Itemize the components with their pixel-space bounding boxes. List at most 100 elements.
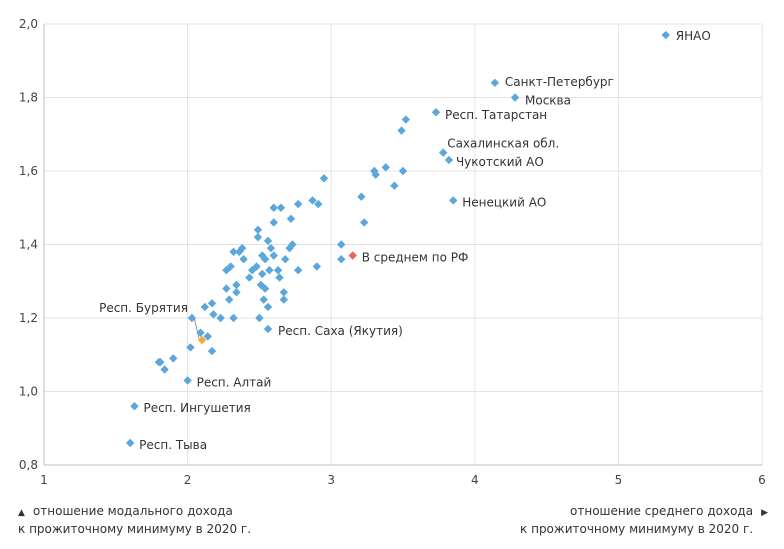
region-point	[235, 247, 244, 257]
region-point	[225, 295, 234, 304]
region-point	[357, 192, 366, 201]
region-point	[444, 155, 454, 165]
region-point	[156, 357, 165, 367]
point-label: Респ. Тыва	[139, 438, 207, 452]
x-tick-label: 2	[184, 473, 192, 487]
y-axis-title: ▲ отношение модального дохода к прожиточн…	[18, 503, 251, 537]
right-arrow-icon: ▶	[761, 508, 768, 518]
region-point	[187, 313, 197, 323]
y-tick-label: 1,0	[19, 385, 38, 399]
region-point	[229, 247, 238, 257]
region-point	[431, 108, 441, 117]
point-label: Респ. Алтай	[197, 375, 272, 389]
region-point	[260, 255, 270, 264]
x-tick-label: 6	[758, 473, 766, 487]
highlight-point	[197, 335, 207, 345]
region-point	[183, 376, 192, 385]
region-point	[207, 346, 217, 356]
region-point	[276, 203, 286, 212]
region-point	[269, 218, 278, 227]
region-point	[169, 354, 178, 363]
region-point	[239, 255, 248, 264]
region-point	[245, 273, 254, 282]
region-point	[286, 214, 296, 223]
region-point	[229, 313, 238, 323]
region-point	[222, 266, 231, 275]
region-point	[253, 232, 263, 242]
point-label: В среднем по РФ	[362, 251, 469, 265]
region-point	[288, 240, 297, 249]
region-point	[263, 236, 273, 246]
y-axis-title-line-2: к прожиточному минимуму в 2020 г.	[18, 522, 252, 536]
x-axis-title-line-1: отношение среднего дохода	[570, 504, 754, 518]
region-point	[196, 328, 205, 337]
point-label: Санкт-Петербург	[505, 75, 614, 89]
data-points	[125, 30, 670, 448]
region-point	[263, 302, 273, 312]
region-point	[258, 269, 267, 279]
tick-labels: 1 2 3 4 5 6 0,8 1,0 1,2 1,4 1,6 1,8 2,0	[19, 17, 766, 487]
region-point	[390, 181, 399, 190]
region-point	[312, 262, 322, 271]
region-point	[209, 310, 218, 319]
region-point	[266, 243, 276, 253]
region-point	[253, 225, 263, 234]
x-tick-label: 3	[327, 473, 335, 487]
region-point	[661, 30, 670, 40]
region-point	[200, 302, 210, 312]
region-point	[371, 170, 380, 179]
region-point	[293, 199, 303, 209]
point-label: Ненецкий АО	[462, 195, 546, 209]
region-point	[203, 332, 212, 341]
x-tick-label: 1	[40, 473, 48, 487]
region-point	[269, 203, 278, 212]
x-tick-label: 5	[615, 473, 623, 487]
region-point	[401, 115, 411, 124]
y-tick-label: 1,6	[19, 164, 38, 178]
point-label: Респ. Бурятия	[99, 301, 188, 315]
region-point	[263, 324, 273, 334]
region-point	[398, 166, 408, 176]
region-point	[439, 148, 448, 157]
region-point	[360, 218, 369, 227]
grid	[44, 23, 763, 465]
y-tick-label: 0,8	[19, 458, 38, 472]
leader-lines	[193, 316, 200, 339]
region-point	[130, 402, 139, 411]
region-point	[381, 163, 390, 172]
region-point	[273, 266, 283, 275]
region-point	[275, 273, 284, 282]
region-point	[314, 199, 323, 209]
x-axis-title: отношение среднего дохода ▶ к прожиточном…	[520, 503, 768, 539]
region-point	[319, 174, 329, 183]
region-point	[259, 295, 268, 304]
region-point	[216, 313, 225, 323]
axes	[43, 24, 762, 466]
point-label: Респ. Ингушетия	[143, 401, 250, 415]
region-point	[293, 266, 303, 275]
region-point	[248, 266, 257, 275]
region-point	[255, 313, 264, 323]
region-point	[232, 288, 241, 297]
region-point	[370, 166, 379, 176]
x-tick-label: 4	[471, 473, 479, 487]
average-point	[348, 251, 357, 260]
y-tick-label: 1,2	[19, 311, 38, 325]
region-point	[337, 255, 346, 264]
point-label: Москва	[525, 94, 571, 108]
region-point	[207, 299, 217, 308]
point-label: Чукотский АО	[456, 155, 544, 169]
up-arrow-icon: ▲	[18, 508, 25, 518]
point-label: Сахалинская обл.	[447, 137, 559, 151]
region-point	[285, 243, 294, 253]
point-label: ЯНАО	[676, 29, 711, 43]
region-point	[308, 196, 317, 205]
region-point	[279, 288, 289, 297]
y-axis-title-line-1: отношение модального дохода	[32, 504, 233, 518]
point-label: Респ. Саха (Якутия)	[278, 324, 403, 338]
region-point	[449, 196, 458, 205]
x-axis-title-line-2: к прожиточному минимуму в 2020 г.	[520, 522, 754, 536]
region-point	[232, 280, 241, 290]
